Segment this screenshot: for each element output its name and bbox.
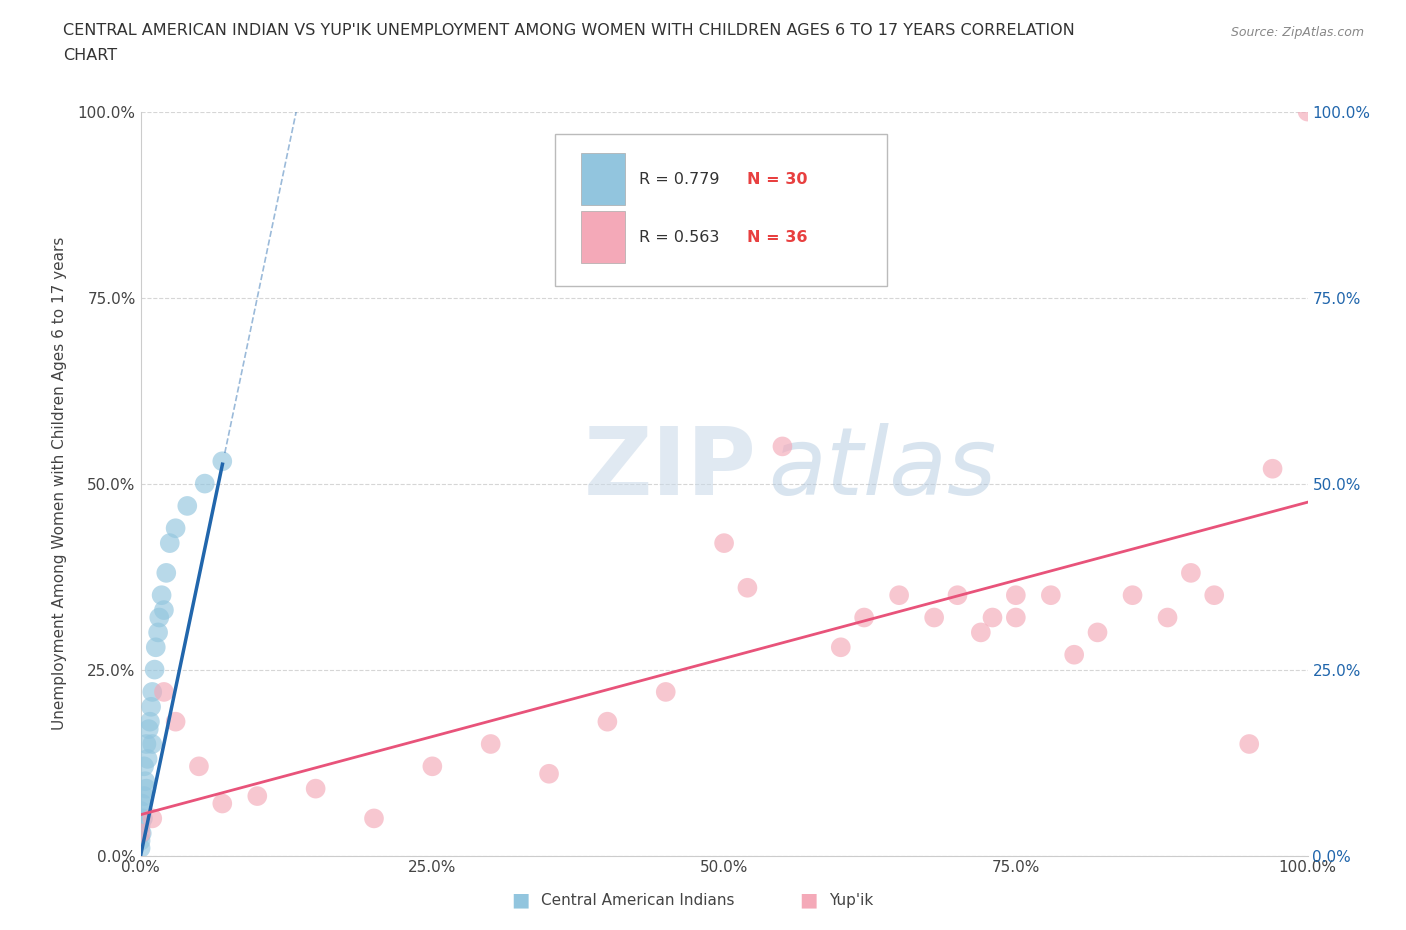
Point [129, 826, 152, 841]
Point [131, 826, 153, 841]
Point [150, 588, 173, 603]
Point [1005, 588, 1028, 603]
Point [132, 789, 155, 804]
Text: CHART: CHART [63, 48, 117, 63]
Text: Central American Indians: Central American Indians [541, 893, 735, 908]
Point [131, 796, 153, 811]
Point [830, 640, 852, 655]
Point [981, 610, 1004, 625]
Point [135, 737, 157, 751]
Point [655, 684, 678, 699]
Point [737, 580, 759, 595]
Point [479, 737, 502, 751]
Point [211, 454, 233, 469]
Text: R = 0.779: R = 0.779 [638, 172, 720, 187]
Point [141, 684, 163, 699]
Text: N = 36: N = 36 [748, 230, 808, 245]
Text: ZIP: ZIP [583, 423, 756, 514]
Point [138, 722, 160, 737]
Point [853, 610, 876, 625]
Point [143, 662, 166, 677]
Point [136, 751, 159, 766]
Point [129, 818, 152, 833]
Text: Yup'ik: Yup'ik [830, 893, 873, 908]
Bar [581, 211, 624, 263]
Y-axis label: Unemployment Among Women with Children Ages 6 to 17 years: Unemployment Among Women with Children A… [52, 237, 66, 730]
Point [134, 774, 156, 789]
Point [1204, 588, 1226, 603]
Point [1296, 104, 1319, 119]
Point [422, 759, 444, 774]
Point [155, 565, 177, 580]
Point [165, 714, 187, 729]
Text: ■: ■ [799, 891, 818, 910]
Point [772, 439, 794, 454]
Text: Source: ZipAtlas.com: Source: ZipAtlas.com [1230, 26, 1364, 39]
Point [165, 521, 187, 536]
Point [363, 811, 385, 826]
Point [970, 625, 993, 640]
Text: CENTRAL AMERICAN INDIAN VS YUP'IK UNEMPLOYMENT AMONG WOMEN WITH CHILDREN AGES 6 : CENTRAL AMERICAN INDIAN VS YUP'IK UNEMPL… [63, 23, 1076, 38]
Point [188, 759, 211, 774]
Point [139, 699, 162, 714]
FancyBboxPatch shape [555, 134, 887, 286]
Point [1039, 588, 1062, 603]
Point [1122, 588, 1144, 603]
Text: atlas: atlas [769, 423, 997, 514]
Point [1239, 737, 1261, 751]
Point [132, 759, 155, 774]
Point [713, 536, 735, 551]
Point [946, 588, 969, 603]
Point [139, 714, 162, 729]
Point [1087, 625, 1109, 640]
Point [148, 610, 170, 625]
Point [135, 781, 157, 796]
Point [146, 625, 169, 640]
Point [246, 789, 269, 804]
Point [153, 603, 176, 618]
Point [537, 766, 560, 781]
Point [129, 841, 152, 856]
Point [1156, 610, 1178, 625]
Point [596, 714, 619, 729]
Point [1180, 565, 1202, 580]
Point [889, 588, 911, 603]
Point [211, 796, 233, 811]
Point [176, 498, 198, 513]
Text: N = 30: N = 30 [748, 172, 808, 187]
Point [194, 476, 217, 491]
Point [1261, 461, 1284, 476]
Point [305, 781, 328, 796]
Point [129, 833, 152, 848]
Bar [581, 153, 624, 206]
Point [145, 640, 167, 655]
Point [141, 811, 163, 826]
Point [159, 536, 181, 551]
Point [922, 610, 945, 625]
Point [1063, 647, 1085, 662]
Point [141, 737, 163, 751]
Text: R = 0.563: R = 0.563 [638, 230, 720, 245]
Point [129, 804, 152, 818]
Point [1005, 610, 1028, 625]
Point [153, 684, 176, 699]
Point [132, 811, 155, 826]
Text: ■: ■ [510, 891, 530, 910]
